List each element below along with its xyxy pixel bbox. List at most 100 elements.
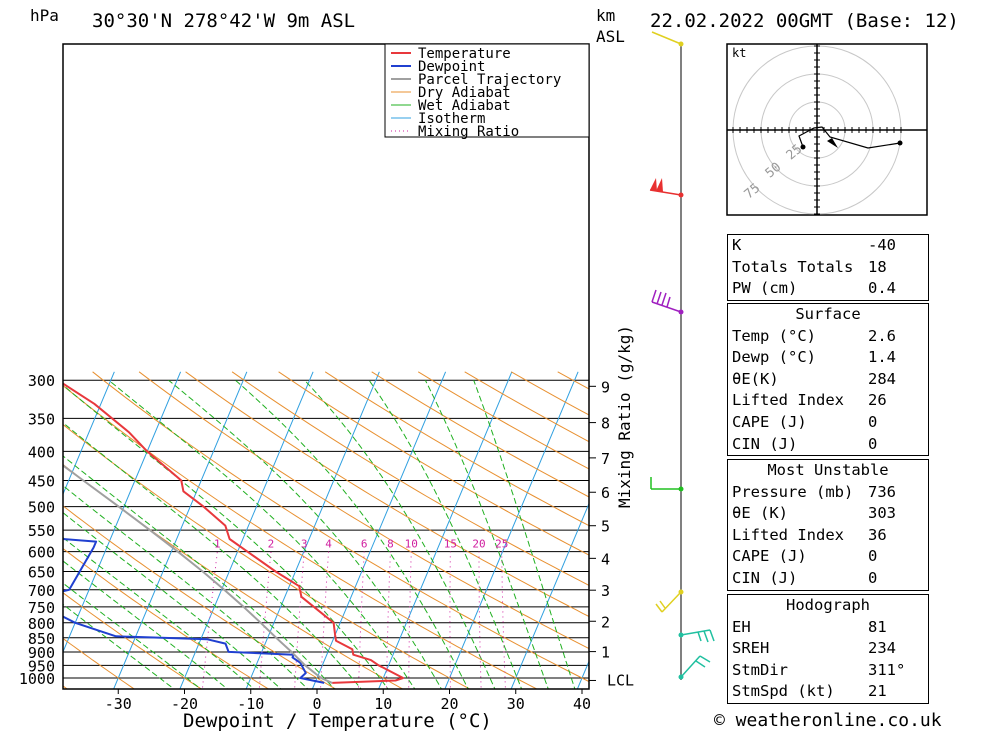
dry-adiabat [92, 371, 589, 683]
dry-adiabat [63, 547, 270, 689]
dewpoint-profile [63, 538, 325, 684]
legend-dewpoint: Dewpoint [418, 59, 485, 75]
hodograph-row: SREH 234 [732, 639, 896, 658]
x-tick-label: -20 [171, 695, 198, 713]
hpa-label: hPa [30, 6, 59, 25]
isotherm [576, 660, 589, 689]
most-unstable-row: θE (K) 303 [732, 504, 896, 523]
dry-adiabat [63, 592, 203, 689]
hodo-unit-label: kt [732, 46, 746, 60]
wet-adiabat [63, 422, 362, 689]
most-unstable-table: Most Unstable Pressure (mb) 736 θE (K) 303… [727, 459, 929, 591]
legend-mixing-ratio: Mixing Ratio [418, 124, 519, 140]
most-unstable-row: Lifted Index 36 [732, 525, 887, 544]
hodograph-row: StmDir 311° [732, 660, 906, 679]
mixing-ratio-line [258, 551, 272, 689]
mixing-ratio-line [408, 551, 412, 689]
dry-adiabat [324, 371, 589, 527]
wind-marker-700 [678, 486, 684, 492]
mixing-ratio-label: 8 [387, 538, 394, 551]
pressure-tick-label: 450 [28, 473, 55, 491]
surface-table: Surface Temp (°C) 2.6 Dewp (°C) 1.4 θE(K) 2… [727, 303, 929, 457]
wind-pennant-400b [656, 178, 663, 192]
mixing-ratio-line [478, 551, 482, 689]
legend-temperature: Temperature [418, 46, 511, 62]
km-tick-label: 9 [601, 378, 610, 396]
wet-adiabat [63, 485, 309, 689]
hodograph-row: StmSpd (kt) 21 [732, 682, 887, 701]
pressure-tick-label: 1000 [19, 670, 55, 688]
index-row-totals: Totals Totals 18 [732, 257, 887, 276]
mixing-ratio-label: 15 [444, 538, 457, 551]
copyright-footer[interactable]: © weatheronline.co.uk [714, 710, 942, 731]
mixing-ratio-line [358, 551, 365, 689]
dry-adiabat [278, 371, 589, 556]
lcl-label: LCL [607, 671, 634, 689]
pressure-tick-label: 900 [28, 644, 55, 662]
km-tick-label: 5 [601, 518, 610, 536]
isotherm [510, 502, 589, 689]
isotherm [245, 371, 380, 689]
temperature-profile [63, 382, 405, 684]
wind-marker-300 [678, 41, 684, 47]
mixing-ratio-axis-title: Mixing Ratio (g/kg) [615, 325, 634, 508]
wind-marker-850 [678, 589, 684, 595]
pressure-tick-label: 800 [28, 615, 55, 633]
pressure-tick-label: 600 [28, 544, 55, 562]
surface-row: Lifted Index 26 [732, 391, 887, 410]
x-tick-label: 0 [312, 695, 321, 713]
legend-dry-adiabat: Dry Adiabat [418, 85, 511, 101]
mixing-ratio-line [201, 551, 218, 689]
km-tick-label: 7 [601, 450, 610, 468]
surface-row: CIN (J) 0 [732, 434, 878, 453]
isotherm [444, 371, 579, 689]
surface-row: θE(K) 284 [732, 369, 896, 388]
hodograph-table: Hodograph EH 81 SREH 234 StmDir 311° StmSpd… [727, 594, 929, 704]
mixing-ratio-line [449, 551, 451, 689]
dry-adiabat [63, 423, 471, 689]
mixing-ratio-label: 4 [325, 538, 332, 551]
most-unstable-title: Most Unstable [767, 461, 889, 479]
km-tick-label: 6 [601, 484, 610, 502]
isotherm [113, 371, 248, 689]
legend-isotherm: Isotherm [418, 111, 485, 127]
index-row-k: K -40 [732, 236, 896, 254]
x-tick-label: -10 [237, 695, 264, 713]
mixing-ratio-line [294, 551, 305, 689]
wind-marker-500 [678, 309, 684, 315]
legend-wet-adiabat: Wet Adiabat [418, 98, 511, 114]
mixing-ratio-label: 3 [301, 538, 308, 551]
wet-adiabat [168, 379, 443, 689]
most-unstable-row: CIN (J) 0 [732, 568, 878, 587]
hodo-trace [798, 126, 901, 149]
pressure-tick-label: 400 [28, 443, 55, 461]
wet-adiabat [108, 379, 416, 689]
dry-adiabat [63, 384, 538, 689]
pressure-tick-label: 500 [28, 499, 55, 517]
dry-adiabat [930, 372, 1000, 693]
most-unstable-row: Pressure (mb) 736 [732, 482, 896, 501]
wet-adiabat [304, 379, 496, 689]
dry-adiabat [63, 463, 404, 689]
pressure-tick-label: 850 [28, 630, 55, 648]
mixing-ratio-label: 20 [472, 538, 485, 551]
wet-adiabat [235, 379, 469, 689]
general-indices-table: K -40 Totals Totals 18 PW (cm) 0.4 [727, 234, 929, 301]
plot-frame [62, 43, 590, 690]
wet-adiabat [63, 455, 336, 689]
pressure-tick-label: 750 [28, 599, 55, 617]
dry-adiabat [138, 371, 589, 650]
mixing-ratio-label: 1 [214, 538, 221, 551]
km-tick-label: 8 [601, 415, 610, 433]
km-tick-label: 1 [601, 644, 610, 662]
dry-adiabat [185, 371, 589, 618]
wet-adiabat [473, 380, 576, 689]
wet-adiabat [368, 379, 523, 689]
asl-label: ASL [596, 27, 625, 46]
x-tick-label: 10 [374, 695, 392, 713]
index-row-pw: PW (cm) 0.4 [732, 279, 896, 298]
legend-parcel: Parcel Trajectory [418, 72, 561, 88]
wet-adiabat [63, 537, 255, 689]
pressure-tick-label: 950 [28, 657, 55, 675]
